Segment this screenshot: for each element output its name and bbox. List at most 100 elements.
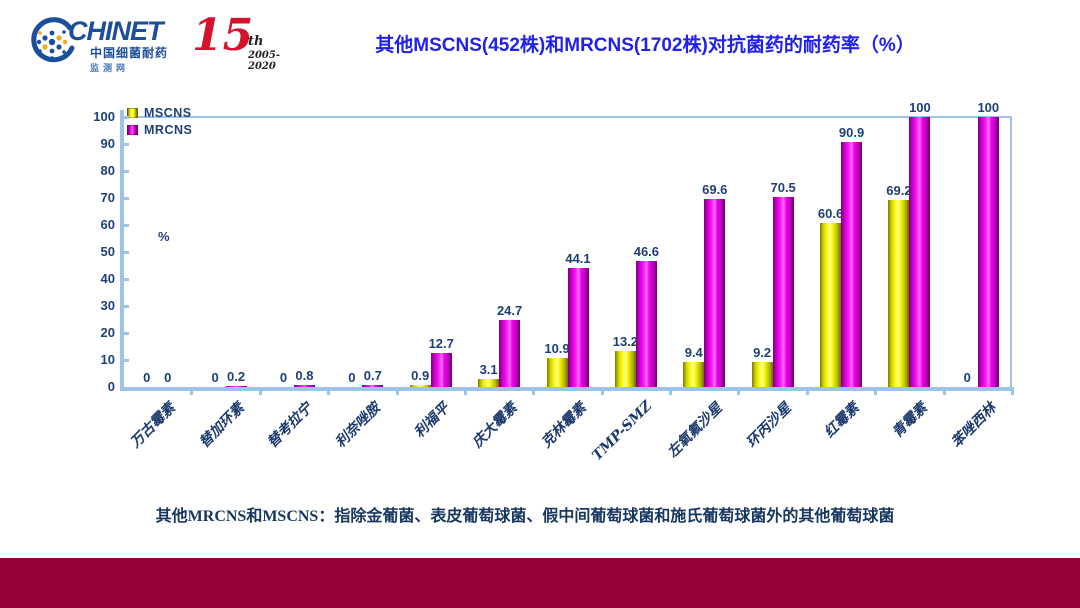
x-tick-mark xyxy=(874,389,878,395)
legend-swatch-mscns xyxy=(127,107,138,118)
bar-mrcns xyxy=(841,141,863,387)
bar-mrcns xyxy=(293,384,315,387)
x-tick-mark xyxy=(463,389,467,395)
x-tick-mark xyxy=(669,389,673,395)
bar-mrcns xyxy=(499,320,521,387)
value-label: 0 xyxy=(963,370,971,385)
bar-mrcns xyxy=(977,117,999,387)
y-tick-mark xyxy=(124,305,129,308)
value-label: 69.6 xyxy=(702,182,728,198)
y-tick-mark xyxy=(124,278,129,281)
footnote: 其他MRCNS和MSCNS：指除金葡菌、表皮葡萄球菌、假中间葡萄球菌和施氏葡萄球… xyxy=(155,508,895,525)
value-label: 44.1 xyxy=(565,250,591,266)
slide-title: 其他MSCNS(452株)和MRCNS(1702株)对抗菌药的耐药率（%） xyxy=(375,35,915,56)
plot-border-right xyxy=(1010,116,1012,388)
y-tick-label: 30 xyxy=(100,298,115,313)
y-tick-mark xyxy=(124,359,129,362)
legend-label-mrcns: MRCNS xyxy=(144,122,193,137)
anniversary-number: 15 xyxy=(192,10,254,61)
value-label: 0.8 xyxy=(295,367,314,383)
x-tick-mark xyxy=(258,389,262,395)
x-tick-mark xyxy=(532,389,536,395)
value-label: 0.7 xyxy=(363,368,382,384)
chinet-logo-text: CHINET 中国细菌耐药 监测网 xyxy=(68,18,168,74)
y-tick-label: 70 xyxy=(100,190,115,205)
bar-mscns xyxy=(820,223,842,387)
anniversary-years: 2005-2020 xyxy=(248,50,280,72)
bar-mrcns xyxy=(362,385,384,387)
chinet-globe-icon xyxy=(31,17,75,63)
y-tick-mark xyxy=(124,251,129,254)
bar-mrcns xyxy=(635,261,657,387)
legend-item-mrcns: MRCNS xyxy=(127,121,192,138)
value-label: 70.5 xyxy=(770,179,796,195)
y-tick-label: 90 xyxy=(100,136,115,151)
y-tick-mark xyxy=(124,170,129,173)
y-tick-mark xyxy=(124,224,129,227)
x-tick-mark xyxy=(395,389,399,395)
value-label: 9.2 xyxy=(753,345,772,361)
bar-mrcns xyxy=(772,196,794,387)
anniversary-logo: 15 th 2005-2020 xyxy=(192,10,302,74)
value-label: 60.6 xyxy=(817,206,844,222)
bar-mrcns xyxy=(225,385,247,387)
x-tick-mark xyxy=(190,389,194,395)
x-tick-mark xyxy=(805,389,809,395)
y-tick-label: 10 xyxy=(100,352,115,367)
chinet-logo: CHINET 中国细菌耐药 监测网 xyxy=(26,14,168,74)
bar-mscns xyxy=(888,200,910,387)
value-label: 13.2 xyxy=(612,334,639,350)
value-label: 9.4 xyxy=(684,344,703,360)
x-tick-mark xyxy=(327,389,331,395)
value-label: 0 xyxy=(164,370,172,385)
bar-mscns xyxy=(751,362,773,387)
chart-legend: MSCNS MRCNS xyxy=(127,104,192,138)
bar-mrcns xyxy=(567,267,589,387)
value-label: 12.7 xyxy=(428,335,454,351)
y-tick-label: 20 xyxy=(100,325,115,340)
bar-mrcns xyxy=(430,352,452,387)
bar-mscns xyxy=(546,357,568,387)
y-tick-mark xyxy=(124,197,129,200)
bottom-red-band xyxy=(0,558,1080,608)
value-label: 0 xyxy=(143,370,151,385)
x-tick-mark xyxy=(600,389,604,395)
anniversary-suffix: th xyxy=(248,34,264,49)
value-label: 46.6 xyxy=(633,244,660,260)
bar-mscns xyxy=(409,384,431,387)
plot-border-top xyxy=(123,116,1012,118)
y-tick-mark xyxy=(124,116,129,119)
chinet-tagline2: 监测网 xyxy=(90,63,130,73)
y-tick-mark xyxy=(124,143,129,146)
chinet-tagline: 中国细菌耐药 xyxy=(90,46,169,60)
x-tick-mark xyxy=(737,389,741,395)
value-label: 24.7 xyxy=(496,303,523,319)
y-tick-mark xyxy=(124,332,129,335)
value-label: 0 xyxy=(279,370,288,385)
legend-swatch-mrcns xyxy=(127,124,138,135)
y-tick-label: 40 xyxy=(100,271,115,286)
value-label: 0 xyxy=(348,370,356,385)
y-axis-unit-label: % xyxy=(158,229,170,244)
bar-mrcns xyxy=(704,199,726,387)
bar-mscns xyxy=(478,378,500,387)
x-axis xyxy=(120,387,1014,391)
value-label: 69.2 xyxy=(886,183,912,199)
y-axis xyxy=(120,110,124,391)
chinet-brand: CHINET xyxy=(68,16,164,46)
value-label: 90.9 xyxy=(838,124,865,140)
legend-label-mscns: MSCNS xyxy=(144,105,192,120)
value-label: 0.2 xyxy=(227,368,246,384)
value-label: 100 xyxy=(909,100,931,115)
bar-mscns xyxy=(614,351,636,387)
y-tick-label: 50 xyxy=(100,244,115,259)
x-tick-mark xyxy=(1011,389,1014,395)
y-tick-label: 60 xyxy=(100,217,115,232)
bar-chart: MSCNS MRCNS % 0 10 20 30 40 50 60 70 80 90 100 0 0 0 0… xyxy=(93,100,1014,464)
value-label: 10.9 xyxy=(544,340,570,356)
y-tick-label: 80 xyxy=(100,163,115,178)
value-label: 100 xyxy=(977,100,1000,115)
y-tick-label: 100 xyxy=(93,109,115,124)
bar-mscns xyxy=(683,361,705,387)
